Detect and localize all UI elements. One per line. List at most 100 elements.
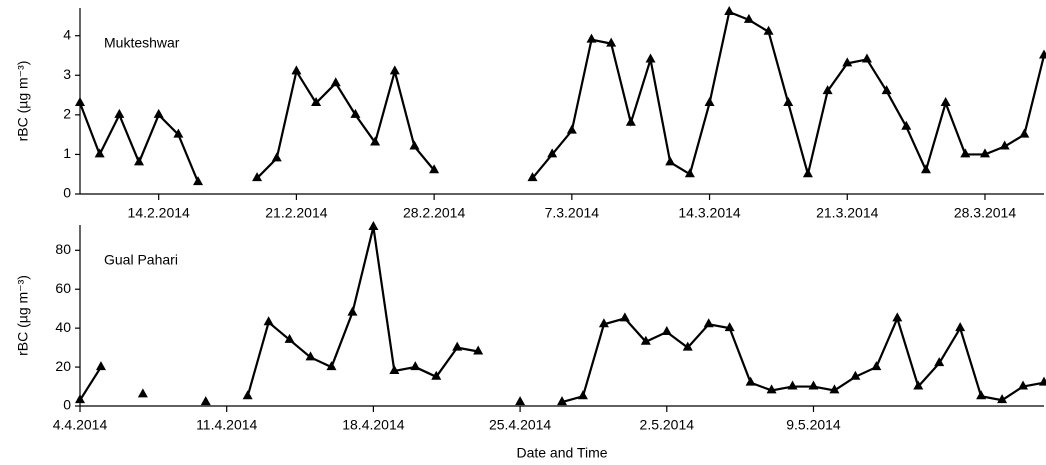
marker <box>763 25 774 35</box>
marker <box>842 57 853 67</box>
marker <box>200 396 211 406</box>
marker <box>645 53 656 63</box>
marker <box>979 148 990 158</box>
marker <box>802 168 813 178</box>
x-tick-label: 2.5.2014 <box>640 417 695 433</box>
marker <box>892 312 903 322</box>
marker <box>881 85 892 95</box>
marker <box>920 164 931 174</box>
marker <box>704 96 715 106</box>
marker <box>153 108 164 118</box>
marker <box>330 77 341 87</box>
x-tick-label: 28.2.2014 <box>403 205 465 221</box>
marker <box>284 333 295 343</box>
marker <box>252 172 263 182</box>
marker <box>94 148 105 158</box>
marker <box>934 357 945 367</box>
marker <box>452 341 463 351</box>
x-tick-label: 11.4.2014 <box>196 417 257 433</box>
marker <box>661 326 672 336</box>
marker <box>577 390 588 400</box>
marker <box>913 380 924 390</box>
marker <box>850 370 861 380</box>
marker <box>724 5 735 15</box>
marker <box>606 37 617 47</box>
marker <box>955 322 966 332</box>
marker <box>960 148 971 158</box>
marker <box>829 384 840 394</box>
marker <box>557 396 567 406</box>
data-line <box>79 226 1045 404</box>
marker <box>901 120 912 130</box>
x-tick-label: 4.4.2014 <box>53 417 108 433</box>
marker <box>547 148 558 158</box>
x-tick-label: 18.4.2014 <box>342 417 404 433</box>
marker <box>242 390 253 400</box>
marker <box>619 312 630 322</box>
marker <box>389 65 400 75</box>
marker <box>75 394 85 404</box>
marker <box>263 316 274 326</box>
marker <box>311 96 322 106</box>
marker <box>665 156 676 166</box>
marker <box>368 220 379 230</box>
y-axis-label: rBC (µg m⁻³) <box>15 61 31 142</box>
x-tick-label: 14.3.2014 <box>678 205 740 221</box>
marker <box>173 128 184 138</box>
marker <box>431 370 442 380</box>
marker <box>1039 376 1046 386</box>
data-line <box>78 10 1046 183</box>
marker <box>861 53 872 63</box>
y-axis-label: rBC (µg m⁻³) <box>15 275 31 356</box>
marker <box>976 390 987 400</box>
marker <box>1019 128 1030 138</box>
x-tick-label: 21.2.2014 <box>265 205 327 221</box>
x-tick-label: 7.3.2014 <box>545 205 600 221</box>
marker <box>409 140 420 150</box>
marker <box>566 124 577 134</box>
y-tick-label: 0 <box>63 397 71 413</box>
marker <box>940 96 951 106</box>
marker <box>999 140 1010 150</box>
y-tick-label: 1 <box>63 145 71 161</box>
marker <box>389 364 400 374</box>
annotation: Mukteshwar <box>104 35 180 51</box>
marker <box>271 152 282 162</box>
marker <box>515 396 526 406</box>
marker <box>1018 380 1029 390</box>
marker <box>1039 49 1046 59</box>
y-tick-label: 60 <box>55 280 71 296</box>
marker <box>703 318 714 328</box>
marker <box>808 380 819 390</box>
marker <box>586 33 597 43</box>
marker <box>640 335 651 345</box>
marker <box>429 164 440 174</box>
y-tick-label: 40 <box>55 319 71 335</box>
marker <box>724 322 735 332</box>
x-tick-label: 28.3.2014 <box>954 205 1016 221</box>
marker <box>326 361 337 371</box>
marker <box>350 108 361 118</box>
annotation: Gual Pahari <box>104 252 178 268</box>
x-tick-label: 25.4.2014 <box>489 417 551 433</box>
marker <box>134 156 145 166</box>
y-tick-label: 3 <box>63 66 71 82</box>
marker <box>305 351 316 361</box>
marker <box>766 384 777 394</box>
x-tick-label: 21.3.2014 <box>816 205 878 221</box>
marker <box>871 361 882 371</box>
marker <box>473 345 484 355</box>
y-tick-label: 80 <box>55 241 71 257</box>
marker <box>75 96 85 106</box>
x-tick-label: 14.2.2014 <box>128 205 190 221</box>
x-tick-label: 9.5.2014 <box>786 417 841 433</box>
marker <box>682 341 693 351</box>
marker <box>625 116 636 126</box>
y-tick-label: 20 <box>55 358 71 374</box>
marker <box>193 176 204 186</box>
marker <box>370 136 381 146</box>
marker <box>787 380 798 390</box>
marker <box>598 318 609 328</box>
marker <box>527 172 538 182</box>
marker <box>743 13 754 23</box>
